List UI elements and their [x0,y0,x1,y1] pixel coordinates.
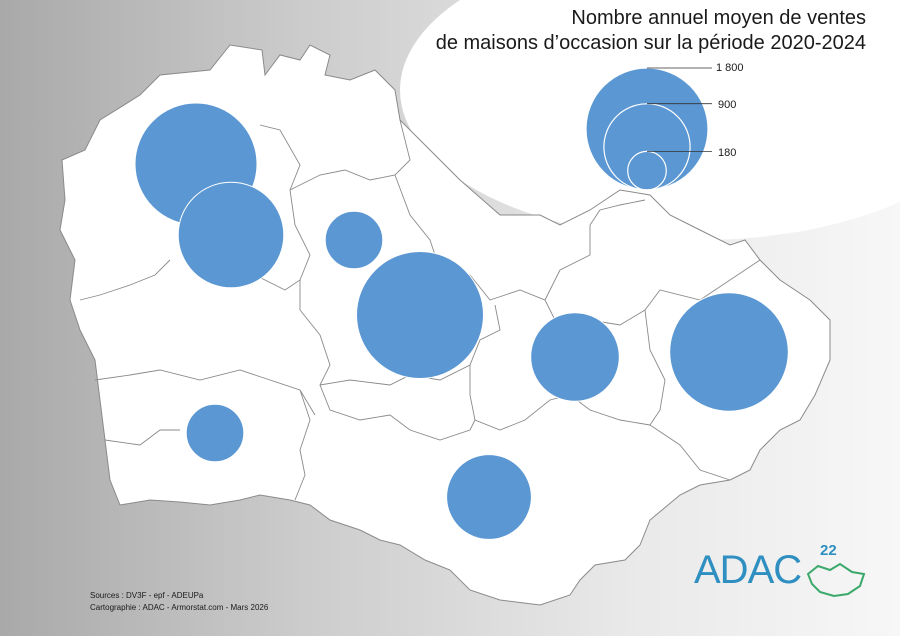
boundary-13 [589,199,646,226]
map-title-line1: Nombre annuel moyen de ventes [571,7,866,29]
circle-center [356,251,484,379]
map-title: Nombre annuel moyen de ventes de maisons… [430,6,866,56]
logo-superscript: 22 [820,542,837,559]
legend-label-1800: 1 800 [716,62,744,74]
sources-text: Sources : DV3F - epf - ADEUPa [90,591,204,600]
boundary-4 [394,174,591,301]
boundary-6 [469,365,651,431]
map-title-line2: de maisons d’occasion sur la période 202… [435,32,866,54]
proportional-circles [134,102,789,540]
circle-east [530,312,620,402]
circle-south [446,454,532,540]
legend-label-180: 180 [718,147,737,159]
circle-far-east [669,292,789,412]
logo-text: ADAC [694,548,802,592]
legend-label-900: 900 [718,99,737,111]
adac22-logo: ADAC 22 [694,542,874,612]
boundary-7 [644,309,731,481]
boundary-3 [299,280,501,386]
boundary-9 [294,389,311,501]
legend-circle-1800 [585,67,709,191]
boundary-8 [94,369,316,416]
boundary-12 [79,259,171,301]
footer-credits: Sources : DV3F - epf - ADEUPa Cartograph… [90,590,268,614]
commune-boundaries [79,119,761,501]
circle-northwest-2 [177,181,285,289]
logo-department-shape-icon [806,562,866,598]
credit-text: Cartographie : ADAC - Armorstat.com - Ma… [90,603,269,612]
boundary-2 [289,119,411,191]
boundary-10 [319,384,476,441]
circle-southwest [185,403,245,463]
boundary-11 [104,429,180,446]
legend-circles [585,67,712,191]
circle-center-north [324,210,384,270]
